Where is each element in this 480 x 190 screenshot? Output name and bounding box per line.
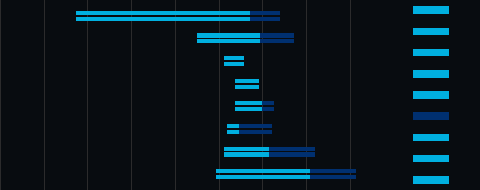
Bar (235, 79, 259, 83)
Bar (76, 17, 250, 21)
Bar (250, 11, 280, 15)
Bar (216, 175, 311, 179)
Bar (224, 56, 244, 60)
FancyBboxPatch shape (413, 91, 449, 99)
Bar (260, 33, 294, 38)
FancyBboxPatch shape (413, 134, 449, 141)
Bar (262, 101, 274, 105)
Bar (269, 146, 315, 151)
Bar (224, 62, 244, 66)
Bar (239, 130, 273, 134)
FancyBboxPatch shape (413, 6, 449, 14)
Bar (216, 169, 311, 173)
Bar (311, 175, 356, 179)
FancyBboxPatch shape (413, 49, 449, 56)
FancyBboxPatch shape (413, 28, 449, 35)
Bar (235, 101, 262, 105)
Bar (227, 130, 239, 134)
Bar (76, 11, 250, 15)
Bar (224, 152, 269, 157)
Bar (197, 39, 260, 44)
Bar (262, 107, 274, 111)
Bar (227, 124, 239, 128)
Bar (235, 107, 262, 111)
FancyBboxPatch shape (413, 112, 449, 120)
Bar (250, 17, 280, 21)
Bar (269, 152, 315, 157)
FancyBboxPatch shape (413, 70, 449, 78)
FancyBboxPatch shape (413, 176, 449, 184)
Bar (311, 169, 356, 173)
FancyBboxPatch shape (413, 155, 449, 162)
Bar (197, 33, 260, 38)
Bar (239, 124, 273, 128)
Bar (235, 85, 259, 89)
Bar (260, 39, 294, 44)
Bar (224, 146, 269, 151)
